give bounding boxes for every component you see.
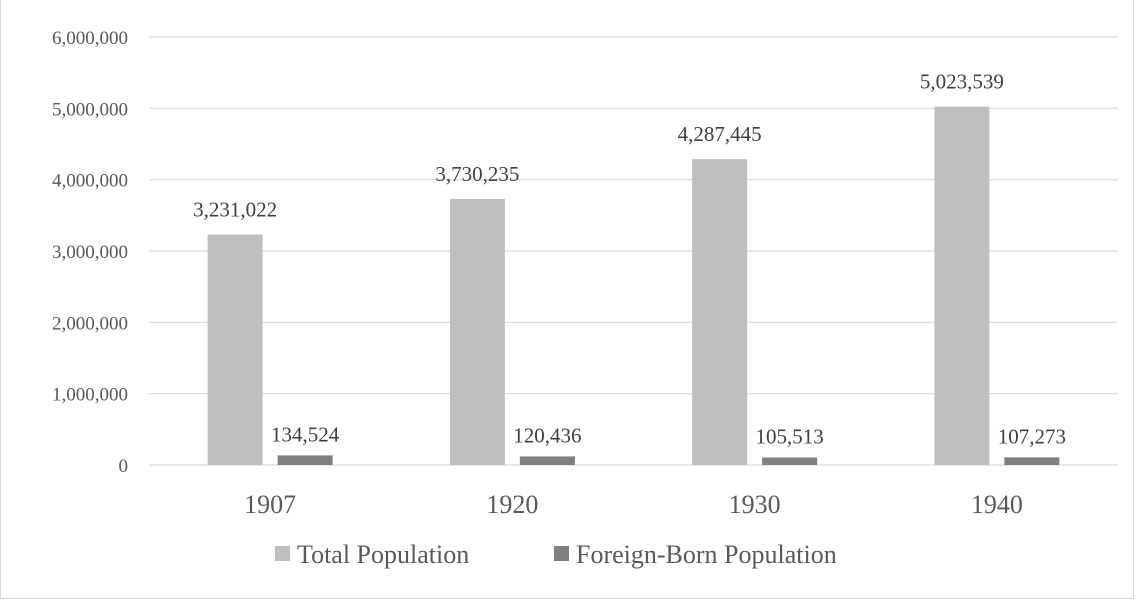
y-tick-label: 3,000,000 xyxy=(52,242,128,263)
bar xyxy=(519,456,575,465)
x-tick-label: 1907 xyxy=(244,490,296,519)
x-axis-category-labels: 1907 1920 1930 1940 xyxy=(244,490,1023,519)
bar xyxy=(762,457,818,465)
x-tick-label: 1940 xyxy=(971,490,1023,519)
y-tick-label: 0 xyxy=(119,456,129,477)
legend-swatch xyxy=(554,546,569,561)
x-tick-label: 1930 xyxy=(729,490,781,519)
y-tick-label: 2,000,000 xyxy=(52,313,128,334)
legend: Total Population Foreign-Born Population xyxy=(275,540,837,569)
bar xyxy=(1004,457,1060,465)
gridlines xyxy=(149,36,1118,466)
data-label: 3,730,235 xyxy=(435,162,519,186)
data-label: 120,436 xyxy=(513,423,581,447)
legend-label: Foreign-Born Population xyxy=(576,540,837,569)
x-tick-label: 1920 xyxy=(486,490,538,519)
bar xyxy=(207,234,263,465)
legend-label: Total Population xyxy=(297,540,469,569)
data-label: 4,287,445 xyxy=(678,122,762,146)
y-tick-label: 1,000,000 xyxy=(52,385,128,406)
bar xyxy=(449,198,505,465)
bar xyxy=(692,159,748,465)
data-label: 107,273 xyxy=(998,424,1066,448)
y-tick-label: 5,000,000 xyxy=(52,99,128,120)
data-label: 3,231,022 xyxy=(193,198,277,222)
bar xyxy=(934,106,990,465)
y-axis-tick-labels: 0 1,000,000 2,000,000 3,000,000 4,000,000 5,0… xyxy=(52,28,128,477)
data-label: 5,023,539 xyxy=(920,70,1004,94)
data-labels: 3,231,022 134,524 3,730,235 120,436 4,287,44… xyxy=(193,70,1066,449)
y-tick-label: 4,000,000 xyxy=(52,171,128,192)
legend-swatch xyxy=(275,546,290,561)
data-label: 134,524 xyxy=(271,422,340,446)
bar xyxy=(277,455,333,465)
bars xyxy=(207,106,1060,465)
data-label: 105,513 xyxy=(756,424,824,448)
y-tick-label: 6,000,000 xyxy=(52,28,128,49)
